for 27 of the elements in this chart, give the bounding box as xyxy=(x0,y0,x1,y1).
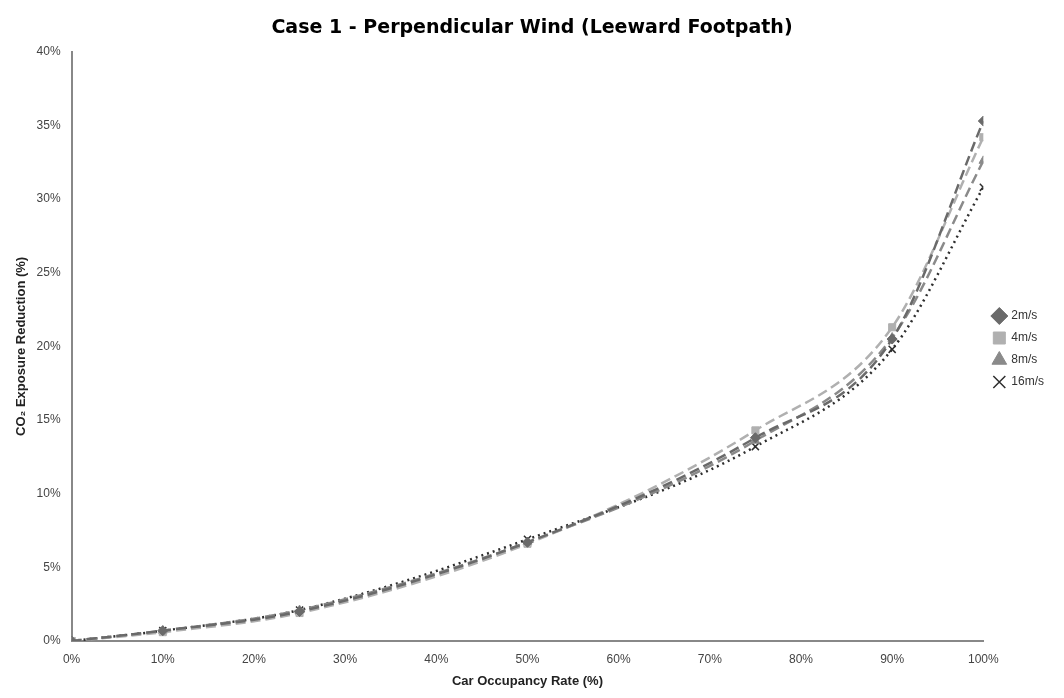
y-tick-label: 40% xyxy=(36,44,61,59)
y-tick-label: 20% xyxy=(36,338,61,353)
y-tick-label: 5% xyxy=(43,559,61,574)
y-axis-title: CO₂ Exposure Reduction (%) xyxy=(13,256,29,436)
x-tick-label: 80% xyxy=(788,651,814,666)
y-tick-label: 10% xyxy=(36,486,61,501)
x-tick-label: 20% xyxy=(241,651,267,666)
x-tick-label: 40% xyxy=(424,651,449,666)
legend-label: 16m/s xyxy=(1011,374,1045,389)
y-tick-label: 30% xyxy=(36,191,61,206)
x-tick-label: 100% xyxy=(967,651,999,666)
x-tick-label: 10% xyxy=(150,651,176,666)
x-tick-label: 60% xyxy=(606,651,631,666)
x-tick-label: 90% xyxy=(880,651,905,666)
legend-label: 2m/s xyxy=(1011,308,1038,323)
legend-label: 4m/s xyxy=(1011,330,1038,345)
y-tick-label: 25% xyxy=(36,265,61,280)
y-tick-label: 0% xyxy=(43,633,61,648)
x-tick-label: 70% xyxy=(697,651,723,666)
x-axis-title: Car Occupancy Rate (%) xyxy=(451,672,603,688)
x-tick-label: 0% xyxy=(62,651,81,666)
x-tick-label: 50% xyxy=(515,651,540,666)
chart-title: Case 1 - Perpendicular Wind (Leeward Footpath) xyxy=(271,15,793,38)
legend-label: 8m/s xyxy=(1011,352,1038,367)
y-tick-label: 15% xyxy=(36,412,61,427)
y-tick-label: 35% xyxy=(36,117,61,132)
x-tick-label: 30% xyxy=(333,651,358,666)
